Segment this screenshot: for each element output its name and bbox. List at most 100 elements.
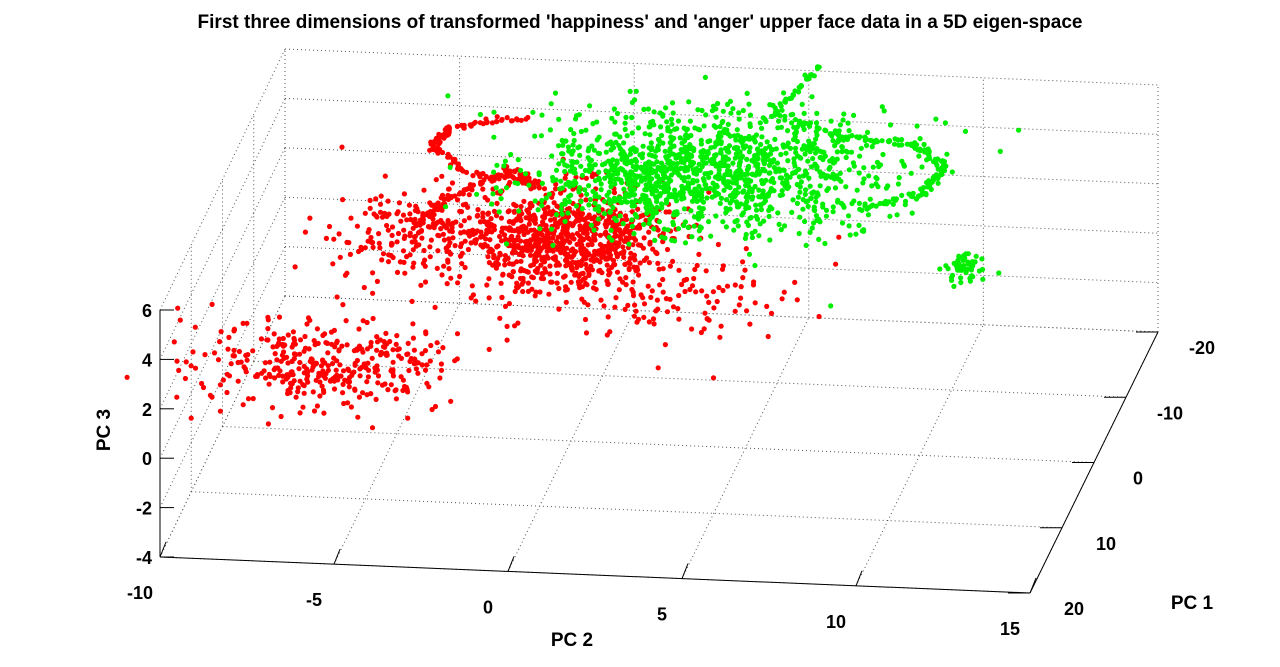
green-data-point [816,64,822,70]
red-data-point [551,200,557,206]
red-data-point [345,400,351,406]
red-data-point [833,261,839,267]
green-data-point [615,176,621,182]
red-data-point [475,207,481,213]
green-data-point [732,193,738,200]
green-data-point [726,143,733,149]
green-data-point [656,219,663,225]
green-data-point [633,159,640,165]
red-data-point [546,291,552,297]
red-data-point [601,303,607,309]
red-data-point [262,360,268,366]
red-data-point [444,281,450,287]
red-data-point [654,250,660,257]
red-data-point [724,283,731,289]
green-data-point [558,178,564,184]
red-data-point [514,284,520,290]
green-data-point [653,188,660,194]
red-data-point [458,230,464,236]
red-data-point [447,154,453,160]
green-data-point [660,172,667,178]
green-data-point [881,201,887,207]
green-data-point [759,180,766,187]
red-data-point [646,229,652,235]
green-data-point [609,115,615,121]
red-data-point [612,262,618,268]
red-data-point [377,201,384,207]
red-data-point [244,357,250,363]
red-data-point [276,314,283,320]
red-data-point [529,203,535,209]
green-data-point [731,227,737,233]
green-data-point [649,191,655,197]
red-data-point [211,350,218,356]
red-data-point [491,255,497,261]
red-data-point [468,240,474,246]
green-data-point [564,163,570,169]
green-data-point [679,140,685,146]
red-data-point [321,410,327,416]
red-data-point [816,313,822,320]
green-data-point [556,161,562,167]
red-data-point [616,287,622,293]
green-data-point [447,164,453,170]
green-data-point [737,159,743,165]
red-data-point [552,216,558,222]
green-data-point [749,234,756,241]
red-data-point [568,279,574,285]
red-data-point [386,252,392,258]
green-data-point [624,161,630,167]
red-data-point [486,276,492,282]
green-data-point [859,228,865,234]
red-data-point [311,408,318,414]
green-data-point [746,205,752,211]
green-data-point [759,148,765,154]
red-data-point [547,263,553,269]
green-data-point [769,113,775,119]
green-data-point [607,209,613,215]
red-data-point [428,141,434,147]
red-data-point [460,191,466,197]
green-data-point [563,138,569,144]
green-data-point [832,143,838,149]
red-data-point [338,373,344,379]
red-data-point [360,349,366,355]
red-data-point [272,351,278,357]
red-data-point [597,241,604,248]
green-data-point [791,124,797,130]
x-tick-label: 5 [657,605,667,625]
red-data-point [339,343,345,349]
red-data-point [427,244,433,250]
red-data-point [271,331,277,337]
green-data-point [574,159,580,165]
red-data-point [432,222,438,228]
green-data-point [840,202,846,208]
green-data-point [759,125,765,131]
green-data-point [735,204,742,210]
red-data-point [631,313,638,319]
red-data-point [738,295,744,301]
green-data-point [802,151,808,157]
red-data-point [489,229,495,235]
red-data-point [396,200,402,206]
red-data-point [792,279,798,285]
red-data-point [480,186,486,192]
red-data-point [329,361,336,367]
green-data-point [576,186,582,192]
green-data-point [655,145,661,151]
red-data-point [579,211,586,217]
red-data-point [297,359,303,366]
red-data-point [226,334,232,340]
red-data-point [578,248,584,254]
floor-grid-line [333,302,461,565]
green-data-point [592,200,598,206]
red-data-point [499,294,505,300]
green-data-point [783,172,790,178]
green-data-point [553,167,560,173]
green-data-point [754,146,761,152]
red-data-point [554,238,560,244]
red-data-point [325,350,331,356]
green-data-point [902,198,909,204]
green-data-point [589,165,595,172]
red-data-point [562,175,568,181]
